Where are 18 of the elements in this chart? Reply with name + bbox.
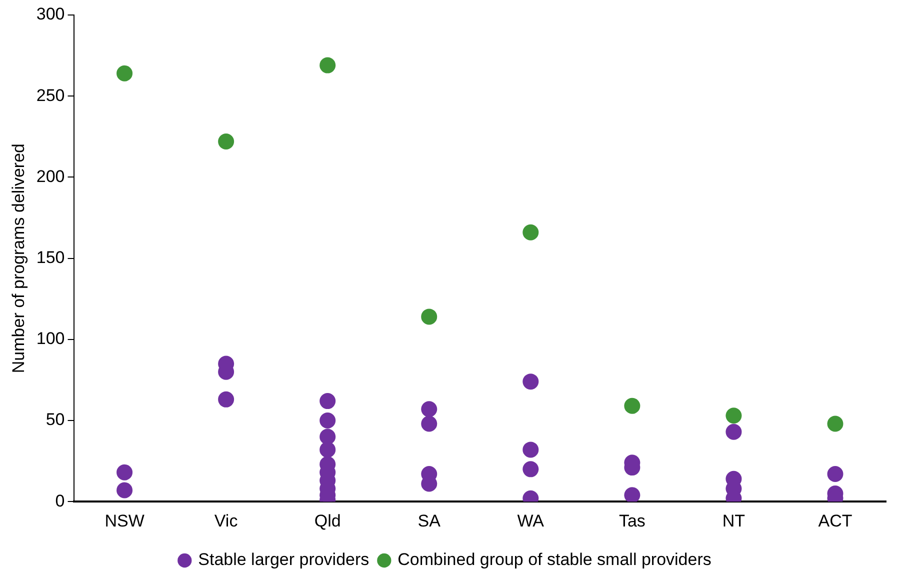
y-axis-title: Number of programs delivered <box>8 143 28 374</box>
y-tick-label: 200 <box>36 166 65 186</box>
x-tick-label: SA <box>418 511 442 530</box>
x-tick-label: Vic <box>214 511 238 530</box>
x-tick-label: NT <box>722 511 746 530</box>
y-tick-label: 150 <box>36 248 65 267</box>
x-tick-label: Tas <box>618 511 646 530</box>
x-tick-label: Qld <box>314 511 341 530</box>
x-tick-label: WA <box>517 511 545 530</box>
legend-label: Stable larger providers <box>198 550 370 570</box>
x-tick-label: NSW <box>104 511 144 530</box>
y-tick-label: 250 <box>36 86 65 105</box>
x-tick-label: ACT <box>818 511 852 530</box>
y-tick-label: 300 <box>36 4 65 24</box>
y-tick-label: 100 <box>36 329 65 348</box>
y-tick-label: 0 <box>55 491 65 510</box>
legend-label: Combined group of stable small providers <box>398 550 712 570</box>
y-tick-label: 50 <box>46 410 65 430</box>
